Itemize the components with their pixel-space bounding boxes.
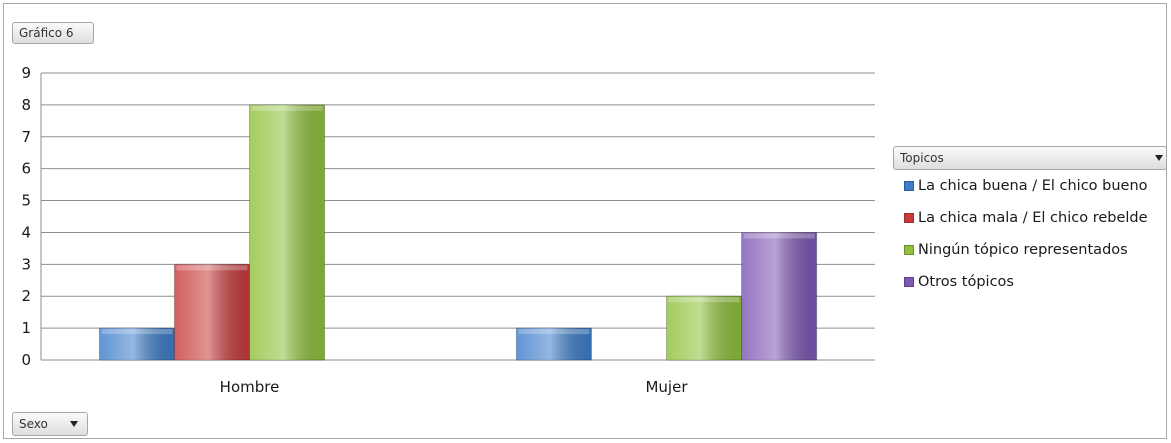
x-category-label: Mujer xyxy=(645,378,688,396)
y-tick-label: 0 xyxy=(21,351,31,369)
axis-field-label: Sexo xyxy=(19,417,48,431)
bar[interactable] xyxy=(249,104,326,361)
legend-label: Ningún tópico representados xyxy=(918,242,1128,258)
topicos-legend-filter-button[interactable]: Topicos xyxy=(893,146,1167,170)
bar[interactable] xyxy=(173,263,250,361)
dropdown-arrow-icon xyxy=(1155,155,1163,161)
dropdown-arrow-icon xyxy=(70,421,78,427)
bar[interactable] xyxy=(98,327,175,361)
y-tick-label: 4 xyxy=(21,223,31,241)
y-tick-label: 2 xyxy=(21,287,31,305)
sexo-axis-filter-button[interactable]: Sexo xyxy=(12,412,88,436)
chart-title-button[interactable]: Gráfico 6 xyxy=(12,22,94,44)
legend-swatch-icon xyxy=(904,181,914,191)
y-tick-label: 8 xyxy=(21,96,31,114)
legend-swatch-icon xyxy=(904,277,914,287)
y-tick-label: 1 xyxy=(21,319,31,337)
y-tick-label: 5 xyxy=(21,192,31,210)
legend-label: La chica buena / El chico bueno xyxy=(918,178,1148,194)
chart-frame xyxy=(3,3,1167,439)
legend-swatch-icon xyxy=(904,213,914,223)
bar[interactable] xyxy=(515,327,592,361)
legend-field-label: Topicos xyxy=(900,151,944,165)
y-tick-label: 6 xyxy=(21,160,31,178)
y-tick-label: 3 xyxy=(21,255,31,273)
legend-label: Otros tópicos xyxy=(918,274,1014,290)
bar[interactable] xyxy=(741,231,818,361)
legend-swatch-icon xyxy=(904,245,914,255)
y-tick-label: 9 xyxy=(21,64,31,82)
bar[interactable] xyxy=(666,295,743,361)
legend-label: La chica mala / El chico rebelde xyxy=(918,210,1148,226)
y-tick-label: 7 xyxy=(21,128,31,146)
x-category-label: Hombre xyxy=(220,378,280,396)
